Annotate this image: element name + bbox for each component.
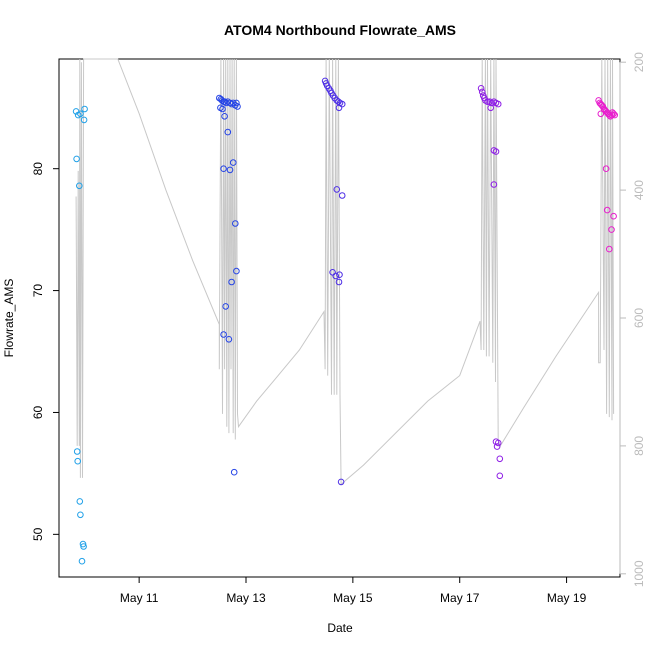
data-point [608,111,616,119]
data-point [492,148,500,155]
data-point [226,166,234,174]
data-point [493,443,501,450]
data-point [221,113,228,120]
data-point [333,186,341,193]
right-tick-label: 200 [632,52,646,72]
data-point [329,269,336,276]
y-tick-label: 60 [31,405,45,419]
series-5 [595,97,619,253]
data-point [608,226,615,233]
y-axis-label: Flowrate_AMS [2,279,16,358]
data-point [494,439,502,447]
data-point [224,128,232,136]
y-tick-label: 70 [31,284,45,298]
data-point [77,511,84,519]
data-point [219,105,226,113]
data-point [229,159,237,166]
y-tick-label: 50 [31,527,45,541]
x-tick-label: May 13 [226,591,266,605]
data-point [232,220,239,227]
data-point [228,100,235,108]
data-point [80,543,87,550]
data-point [73,155,80,163]
data-point [477,85,485,92]
data-point [338,100,346,108]
right-tick-label: 400 [632,180,646,200]
data-point [337,478,345,486]
y-tick-label: 80 [31,162,45,176]
data-point [484,98,491,105]
data-point [610,110,617,118]
points-layer [72,77,619,565]
data-point [73,448,81,455]
axes-layer: May 11 May 13 May 15 May 17 May 19 50 60 70 80 20… [31,52,646,605]
right-tick-label: 1000 [632,560,646,587]
x-tick-label: May 19 [547,591,587,605]
series-2 [216,94,241,476]
series-4 [477,85,504,480]
data-point [228,278,235,286]
data-point [74,457,81,465]
data-point [494,100,502,108]
data-point [338,192,346,199]
data-point [490,181,498,188]
data-point [478,88,486,96]
right-tick-label: 800 [632,436,646,456]
data-point [335,104,343,112]
x-tick-label: May 17 [440,591,480,605]
right-tick-label: 600 [632,308,646,328]
data-point [77,110,84,118]
data-point [222,303,229,310]
data-point [78,557,86,565]
background-flow-line [75,58,615,486]
data-point [606,245,613,253]
chart-title: ATOM4 Northbound Flowrate_AMS [224,22,456,38]
data-point [225,336,233,343]
data-point [226,99,234,107]
data-point [76,182,83,190]
data-point [487,104,495,112]
data-point [81,105,88,113]
data-point [76,498,84,505]
data-point [609,109,616,116]
data-point [335,278,343,286]
background-line-layer [75,58,615,486]
series-3 [321,77,346,486]
data-point [220,331,227,338]
series-1 [72,105,88,565]
data-point [234,103,241,110]
data-point [230,468,238,476]
x-tick-label: May 11 [120,591,159,605]
data-point [332,272,340,280]
data-point [603,206,611,214]
data-point [496,472,504,480]
data-point [336,271,343,279]
data-point [610,212,617,220]
x-tick-label: May 15 [333,591,373,605]
data-point [602,165,610,172]
data-point [233,99,240,107]
data-point [496,455,504,463]
data-point [220,165,227,172]
data-point [233,267,240,275]
data-point [597,110,605,118]
data-point [80,116,88,124]
x-axis-label: Date [327,621,353,635]
